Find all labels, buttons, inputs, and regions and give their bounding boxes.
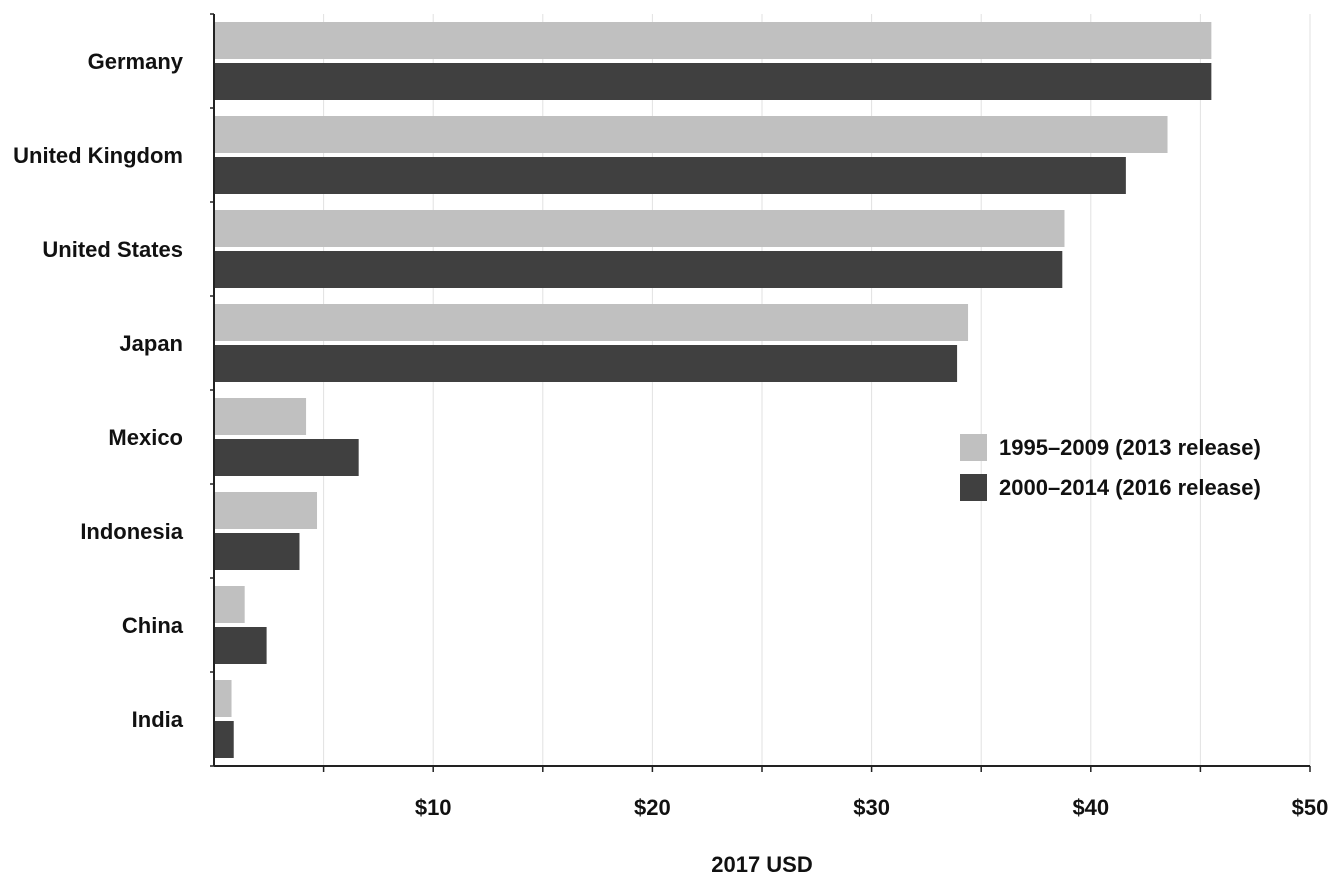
x-tick-labels: $10 $20 $30 $40 $50: [415, 795, 1329, 820]
bar-japan-series-1: [214, 304, 969, 341]
bars: [214, 22, 1212, 758]
bar-mexico-series-2: [214, 439, 359, 476]
x-tick-label: $30: [853, 795, 890, 820]
bar-united-states-series-1: [214, 210, 1065, 247]
category-label-united-states: United States: [42, 237, 183, 262]
axes: [210, 13, 1311, 772]
bar-china-series-2: [214, 627, 267, 664]
bar-united-kingdom-series-2: [214, 157, 1126, 194]
category-label-united-kingdom: United Kingdom: [13, 143, 183, 168]
legend-swatch: [960, 434, 987, 461]
bar-united-states-series-2: [214, 251, 1063, 288]
legend-item-2: 2000–2014 (2016 release): [960, 474, 1261, 501]
category-label-mexico: Mexico: [108, 425, 183, 450]
bar-india-series-1: [214, 680, 232, 717]
category-label-japan: Japan: [119, 331, 183, 356]
legend-label: 1995–2009 (2013 release): [999, 435, 1261, 460]
x-axis-title: 2017 USD: [711, 852, 813, 876]
bar-mexico-series-1: [214, 398, 307, 435]
legend-item-1: 1995–2009 (2013 release): [960, 434, 1261, 461]
bar-indonesia-series-1: [214, 492, 318, 529]
bar-germany-series-1: [214, 22, 1212, 59]
x-tick-label: $40: [1072, 795, 1109, 820]
category-label-germany: Germany: [88, 49, 184, 74]
category-label-india: India: [132, 707, 184, 732]
bar-germany-series-2: [214, 63, 1212, 100]
category-label-indonesia: Indonesia: [80, 519, 183, 544]
x-tick-label: $10: [415, 795, 452, 820]
bar-united-kingdom-series-1: [214, 116, 1168, 153]
bar-indonesia-series-2: [214, 533, 300, 570]
x-tick-label: $20: [634, 795, 671, 820]
x-tick-label: $50: [1292, 795, 1329, 820]
legend-swatch: [960, 474, 987, 501]
legend: 1995–2009 (2013 release) 2000–2014 (2016 …: [960, 434, 1261, 501]
bar-china-series-1: [214, 586, 245, 623]
bar-japan-series-2: [214, 345, 958, 382]
category-labels: Germany United Kingdom United States Japan M…: [13, 49, 184, 732]
category-label-china: China: [122, 613, 184, 638]
bar-india-series-2: [214, 721, 234, 758]
legend-label: 2000–2014 (2016 release): [999, 475, 1261, 500]
